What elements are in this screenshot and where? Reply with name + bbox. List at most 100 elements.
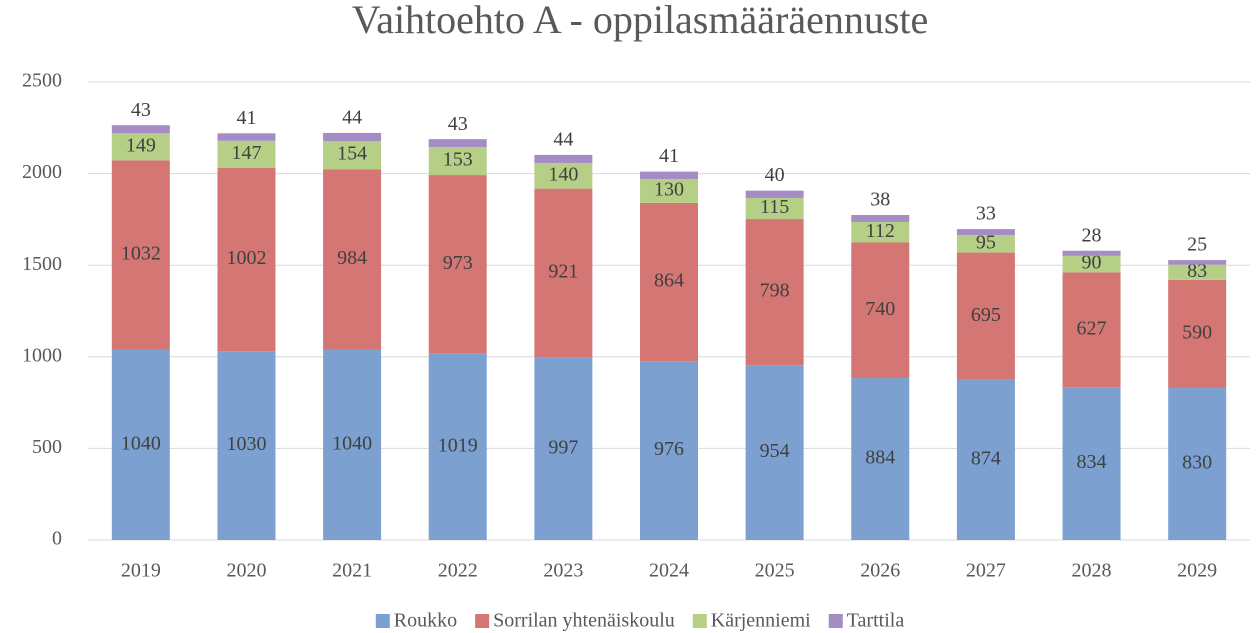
- bar-segment: [428, 139, 487, 148]
- data-label: 43: [131, 99, 151, 121]
- data-label: 973: [443, 252, 473, 274]
- data-label: 130: [654, 179, 684, 201]
- chart-title: Vaihtoehto A - oppilasmääräennuste: [352, 0, 929, 42]
- data-label: 830: [1182, 452, 1212, 474]
- bar-segment: [534, 162, 593, 189]
- bar-segment: [111, 160, 170, 350]
- legend-swatch: [475, 614, 490, 628]
- bar-segment: [1168, 260, 1227, 265]
- bar-segment: [1062, 255, 1121, 273]
- data-label: 153: [443, 149, 473, 171]
- data-label: 40: [765, 164, 785, 186]
- data-label: 954: [760, 440, 790, 462]
- x-tick-label: 2020: [226, 560, 266, 582]
- bar-segment: [323, 169, 382, 350]
- x-tick-label: 2029: [1177, 560, 1217, 582]
- bar-segment: [640, 361, 698, 540]
- data-label: 140: [548, 163, 578, 185]
- bar-segment: [640, 202, 698, 362]
- data-label: 740: [865, 298, 895, 320]
- bar-segment: [1062, 250, 1121, 256]
- data-label: 154: [337, 143, 367, 165]
- x-tick-label: 2025: [755, 560, 795, 582]
- bar-segment: [111, 133, 170, 161]
- x-tick-label: 2021: [332, 560, 372, 582]
- y-tick-label: 0: [52, 528, 62, 550]
- legend-swatch: [375, 614, 390, 628]
- legend-label: Kärjenniemi: [711, 610, 811, 632]
- bar-segment: [534, 154, 593, 163]
- bar-segment: [956, 252, 1015, 380]
- y-tick-label: 500: [32, 436, 62, 458]
- data-label: 864: [654, 270, 684, 292]
- data-label: 44: [553, 129, 573, 151]
- data-label: 997: [548, 436, 578, 458]
- data-label: 149: [126, 134, 156, 156]
- bar-segment: [217, 351, 276, 540]
- data-label: 147: [231, 142, 261, 164]
- x-tick-label: 2024: [649, 560, 689, 582]
- bar-segment: [851, 215, 910, 222]
- bar-segment: [534, 357, 593, 540]
- bar-segment: [428, 353, 487, 540]
- data-label: 43: [448, 113, 468, 135]
- y-tick-label: 2500: [22, 70, 62, 92]
- legend-swatch: [828, 614, 843, 628]
- bar-segment: [640, 171, 698, 180]
- bar-segment: [745, 219, 804, 366]
- bar-segment: [217, 140, 276, 168]
- data-label: 834: [1077, 451, 1107, 473]
- x-tick-label: 2023: [543, 560, 583, 582]
- bar-segment: [428, 175, 487, 354]
- bar-segment: [323, 140, 382, 170]
- data-label: 590: [1182, 321, 1212, 343]
- data-label: 1030: [226, 433, 266, 455]
- bar-segment: [851, 221, 910, 243]
- data-label: 41: [236, 107, 256, 129]
- data-label: 1019: [438, 434, 478, 456]
- data-label: 874: [971, 448, 1001, 470]
- data-label: 627: [1077, 317, 1107, 339]
- bar-segment: [1062, 387, 1121, 540]
- y-tick-label: 1000: [22, 344, 62, 366]
- legend-label: Tarttila: [847, 610, 905, 632]
- x-tick-label: 2019: [121, 560, 161, 582]
- bar-segment: [956, 379, 1015, 540]
- data-label: 1040: [121, 432, 161, 454]
- bar-segment: [1168, 264, 1227, 280]
- bar-segment: [1168, 387, 1227, 540]
- bar-segment: [111, 349, 170, 540]
- bar-segment: [851, 242, 910, 379]
- data-label: 44: [342, 107, 362, 129]
- data-label: 115: [760, 196, 789, 218]
- bar-segment: [640, 179, 698, 203]
- data-label: 921: [548, 261, 578, 283]
- data-label: 28: [1082, 224, 1102, 246]
- bar-segment: [323, 349, 382, 540]
- data-label: 1032: [121, 243, 161, 265]
- data-label: 1002: [226, 247, 266, 269]
- data-label: 884: [865, 447, 895, 469]
- x-tick-label: 2022: [438, 560, 478, 582]
- x-tick-label: 2028: [1072, 560, 1112, 582]
- data-label: 695: [971, 304, 1001, 326]
- bar-segment: [745, 190, 804, 198]
- data-label: 798: [760, 280, 790, 302]
- data-label: 984: [337, 247, 367, 269]
- bar-segment: [111, 125, 170, 134]
- x-tick-label: 2026: [860, 560, 900, 582]
- x-tick-label: 2027: [966, 560, 1006, 582]
- bar-segment: [1168, 279, 1227, 388]
- bar-segment: [534, 188, 593, 358]
- bar-segment: [217, 167, 276, 352]
- data-label: 83: [1187, 260, 1207, 282]
- data-label: 95: [976, 231, 996, 253]
- bar-segment: [428, 147, 487, 176]
- data-label: 25: [1187, 234, 1207, 256]
- data-label: 112: [866, 220, 895, 242]
- data-label: 90: [1082, 252, 1102, 274]
- bar-segment: [956, 229, 1015, 236]
- data-label: 38: [870, 189, 890, 211]
